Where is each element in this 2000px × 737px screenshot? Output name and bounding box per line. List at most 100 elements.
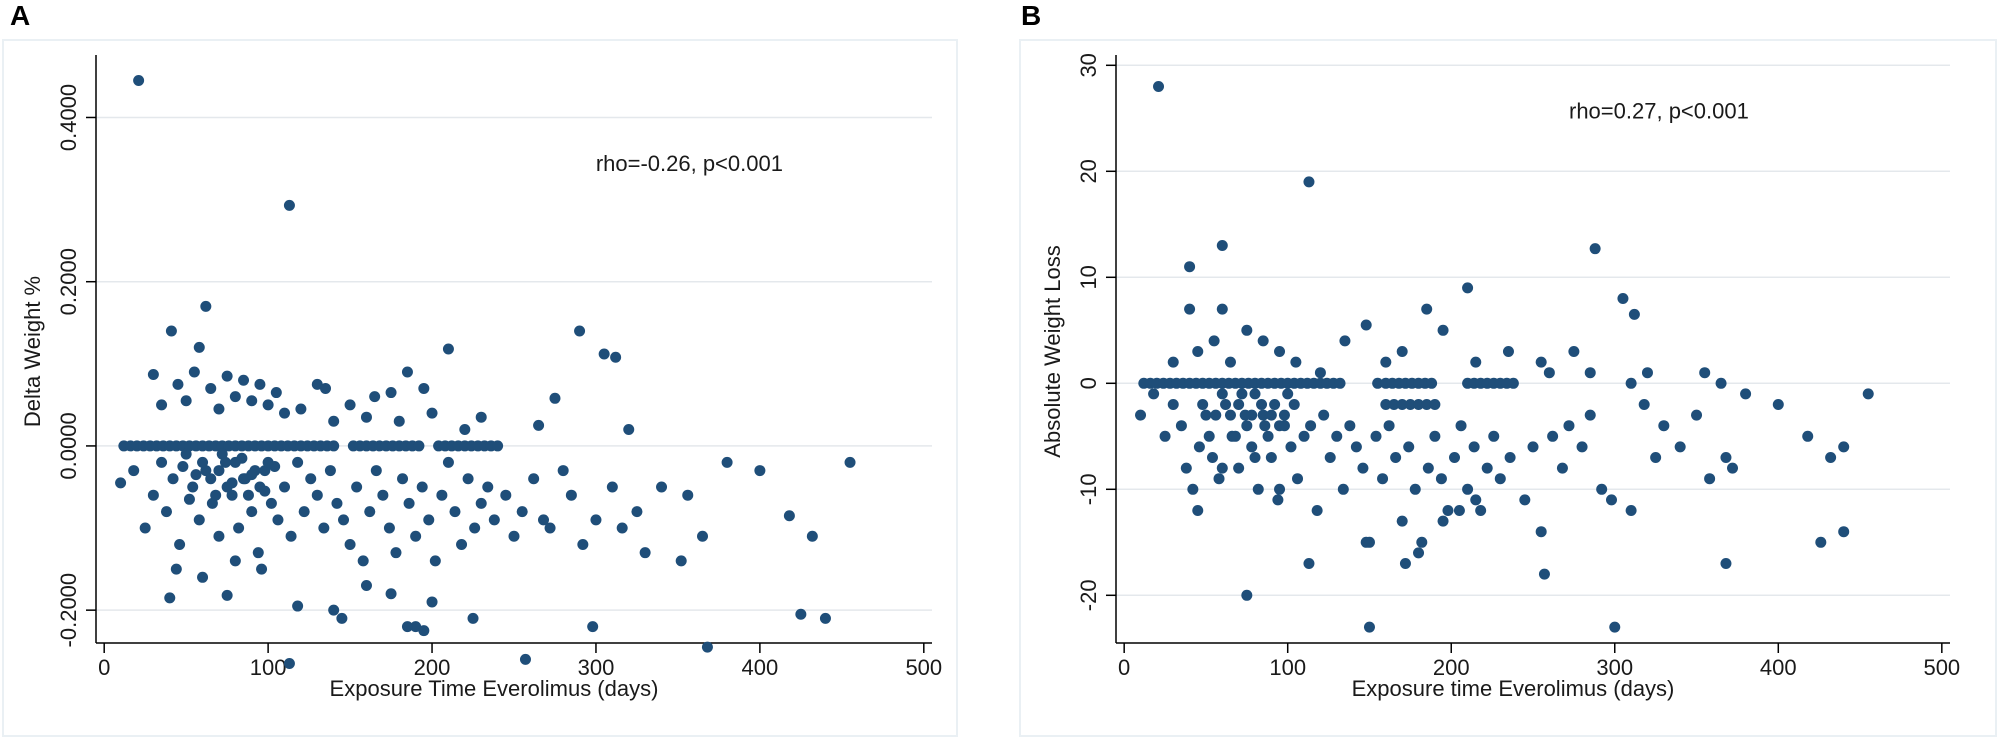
data-point [1167,356,1179,368]
data-point [1216,303,1228,315]
data-point [270,387,282,399]
data-point [819,612,831,624]
data-point [1413,547,1425,559]
data-point [172,378,184,390]
data-point [1206,452,1218,463]
data-point [1363,621,1375,633]
data-point [1699,367,1711,379]
data-point [279,481,291,493]
data-point [1246,441,1258,453]
data-point [1475,505,1487,516]
data-point [1274,346,1286,357]
data-point [1159,430,1171,442]
data-point [1507,377,1519,389]
data-point [205,473,217,485]
data-point [1576,441,1588,453]
data-point [1265,452,1277,463]
data-point [418,625,430,637]
data-point [1184,261,1196,273]
data-point [549,392,561,404]
chart-frame [2,39,958,737]
data-point [1437,515,1449,527]
x-tick-label: 300 [578,655,615,680]
data-point [370,465,382,477]
data-point [1167,399,1179,410]
data-point [1504,452,1516,463]
data-point [213,465,225,477]
data-point [721,456,733,468]
y-tick-label: -10 [1076,473,1101,505]
data-point [623,424,635,436]
data-point [1625,377,1637,389]
data-point [1380,399,1392,410]
data-point [1429,430,1441,442]
panel-letter-b: B [1021,0,1042,31]
data-point [336,612,348,624]
data-point [238,473,250,485]
x-tick-label: 500 [905,655,942,680]
data-point [1282,388,1294,400]
data-point [139,522,151,534]
x-tick-label: 300 [1596,655,1633,680]
x-tick-label: 0 [98,655,110,680]
data-point [1396,515,1408,527]
data-point [631,506,643,518]
data-point [1192,346,1204,357]
data-point [410,621,422,633]
data-point [410,530,422,542]
data-point [1208,335,1220,347]
data-point [279,407,291,419]
data-point [177,460,189,472]
data-point [156,399,168,411]
data-point [1802,430,1814,442]
data-point [259,485,271,497]
data-point [565,489,577,501]
data-point [357,555,369,567]
data-point [1314,367,1326,379]
data-point [1350,441,1362,453]
data-point [187,481,199,493]
data-point [1303,558,1315,569]
data-point [1197,399,1209,410]
data-point [1290,356,1302,368]
data-point [344,399,356,411]
data-point [193,341,205,353]
data-point [385,588,397,600]
data-point [393,415,405,427]
data-point [331,497,343,509]
data-point [1609,621,1621,633]
data-point [216,448,228,460]
data-point [574,325,586,337]
data-point [390,547,402,559]
x-tick-label: 200 [1433,655,1470,680]
data-point [164,592,176,604]
data-point [174,538,186,550]
data-point [557,465,569,477]
data-point [1547,430,1559,442]
data-point [1224,356,1236,368]
data-point [1303,176,1315,188]
data-point [492,440,504,452]
x-tick-label: 400 [742,655,779,680]
data-point [1357,462,1369,474]
data-point [188,366,200,378]
data-point [200,300,212,312]
data-point [1409,483,1421,495]
data-point [616,522,628,534]
data-point [383,522,395,534]
data-point [133,75,145,87]
data-point [1413,399,1425,410]
data-point [156,456,168,468]
data-point [442,343,454,355]
data-point [1421,399,1433,410]
data-point [1772,399,1784,410]
data-point [1453,505,1465,516]
data-point [1396,399,1408,410]
data-point [598,348,610,360]
data-point [639,547,651,559]
data-point [1370,430,1382,442]
data-point [1236,388,1248,400]
data-point [413,440,425,452]
data-point [456,538,468,550]
